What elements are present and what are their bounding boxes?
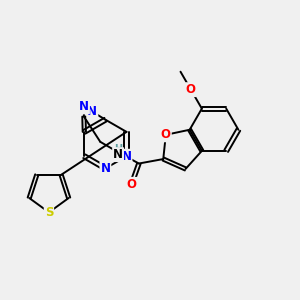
Text: N: N [79,100,89,113]
Text: N: N [122,150,131,163]
Text: N: N [87,105,98,118]
Text: N: N [100,162,110,175]
Text: S: S [45,206,53,219]
Text: O: O [161,128,171,141]
Text: N: N [113,148,123,161]
Text: O: O [186,83,196,96]
Text: H: H [114,144,122,154]
Text: O: O [127,178,136,191]
